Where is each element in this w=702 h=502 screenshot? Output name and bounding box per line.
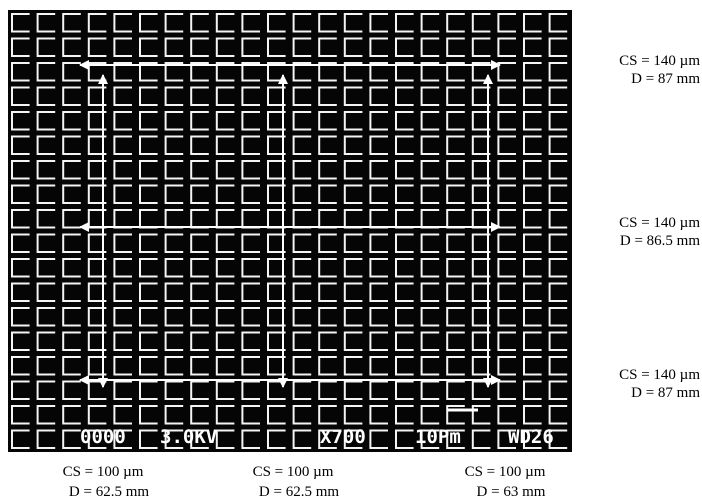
right-d: D = 86.5 mm xyxy=(620,233,700,249)
bottom-cs: CS = 100 µm xyxy=(63,464,144,480)
bottom-d: D = 62.5 mm xyxy=(259,484,339,500)
right-d: D = 87 mm xyxy=(631,385,700,401)
overlay-magnification: X700 xyxy=(320,426,366,448)
right-cs: CS = 140 µm xyxy=(619,53,700,69)
bottom-cs: CS = 100 µm xyxy=(253,464,334,480)
bottom-cs: CS = 100 µm xyxy=(465,464,546,480)
right-cs: CS = 140 µm xyxy=(619,367,700,383)
bottom-d: D = 63 mm xyxy=(477,484,546,500)
right-cs: CS = 140 µm xyxy=(619,215,700,231)
bottom-d: D = 62.5 mm xyxy=(69,484,149,500)
overlay-wd: WD26 xyxy=(508,426,554,448)
right-d: D = 87 mm xyxy=(631,71,700,87)
overlay-scale: 10Pm xyxy=(415,426,461,448)
figure: 0000 3.0KV X700 10Pm WD26 CS = 140 µm D =… xyxy=(0,0,702,502)
overlay-voltage: 3.0KV xyxy=(160,426,217,448)
overlay-code: 0000 xyxy=(80,426,126,448)
